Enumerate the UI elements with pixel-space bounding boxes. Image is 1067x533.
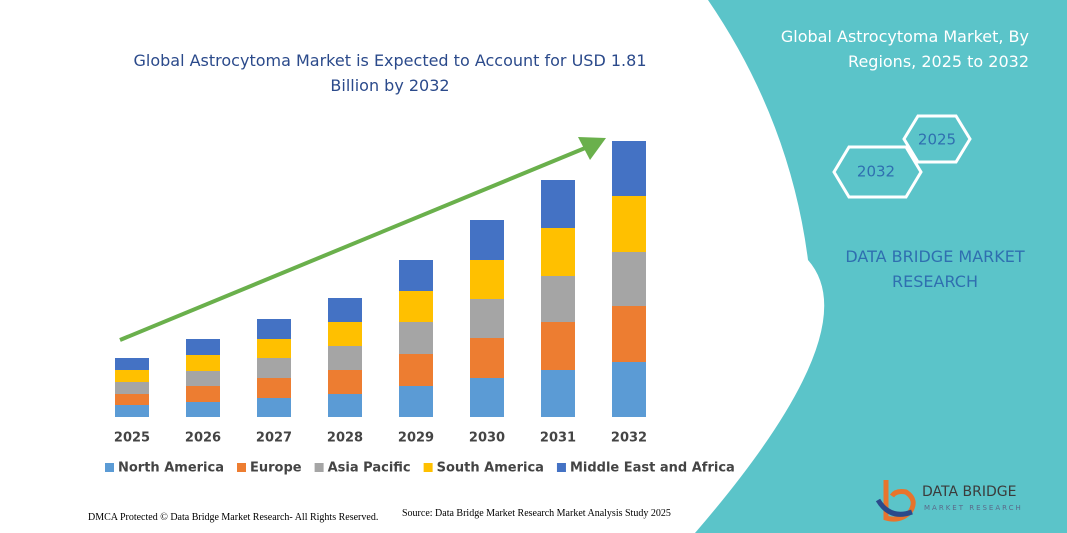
bar-segment [115, 382, 149, 394]
bar-segment [115, 405, 149, 417]
brand: DATA BRIDGE MARKET RESEARCH [845, 247, 1025, 291]
x-tick-label: 2026 [185, 431, 221, 446]
bar-segment [257, 358, 291, 378]
hex-label: 2032 [857, 163, 895, 181]
legend-swatch [105, 463, 114, 472]
bar-segment [470, 378, 504, 417]
dmca: DMCA Protected © Data Bridge Market Rese… [88, 512, 379, 523]
bar-segment [612, 362, 646, 417]
x-tick-label: 2025 [114, 431, 150, 446]
legend-swatch [556, 463, 566, 472]
bar-segment [257, 378, 291, 398]
bar-segment [470, 260, 504, 299]
bar-segment [399, 386, 433, 417]
bar-segment [399, 260, 433, 291]
bar-segment [541, 180, 575, 228]
x-tick-label: 2031 [540, 431, 576, 446]
bar-segment [186, 339, 220, 355]
bar-segment [612, 141, 646, 196]
legend-label: North America [118, 461, 224, 476]
bar-segment [115, 358, 149, 370]
logo-icon [875, 480, 916, 522]
trend-arrow [119, 144, 591, 342]
source: Source: Data Bridge Market Research Mark… [402, 508, 671, 519]
bar-segment [328, 322, 362, 346]
arrow-head [578, 137, 606, 160]
bar-segment [328, 394, 362, 417]
bar-segment [328, 346, 362, 370]
x-tick-label: 2027 [256, 431, 292, 446]
bar-segment [541, 276, 575, 322]
hexagon [902, 114, 972, 164]
bar-segment [186, 355, 220, 371]
bar-segment [115, 394, 149, 405]
hex-label: 2025 [918, 131, 956, 149]
bar-segment [257, 319, 291, 339]
bar-segment [257, 339, 291, 358]
legend-swatch [314, 463, 324, 472]
legend-swatch [423, 463, 433, 472]
bar-segment [470, 299, 504, 338]
logo-shape [875, 498, 913, 517]
logo-shape [883, 480, 916, 522]
legend-label: South America [437, 461, 544, 476]
bar-segment [186, 386, 220, 402]
legend-label: Europe [250, 461, 302, 476]
bar-segment [470, 338, 504, 378]
chart-title: Global Astrocytoma Market is Expected to… [133, 51, 647, 95]
hexagon [832, 145, 923, 199]
bar-segment [470, 220, 504, 260]
side-panel [695, 0, 1067, 533]
bar-segment [399, 354, 433, 386]
bar-segment [328, 298, 362, 322]
bar-segment [399, 322, 433, 354]
legend-swatch [237, 463, 246, 472]
bar-segment [541, 228, 575, 276]
bar-segment [612, 252, 646, 306]
logo-name: DATA BRIDGE [922, 484, 1017, 500]
bar-segment [115, 370, 149, 382]
bar-segment [612, 196, 646, 252]
bar-segment [541, 322, 575, 370]
bar-segment [541, 370, 575, 417]
panel-title: Global Astrocytoma Market, By Regions, 2… [780, 27, 1029, 71]
bar-segment [186, 402, 220, 417]
x-tick-label: 2030 [469, 431, 505, 446]
bar-segment [186, 371, 220, 386]
legend-label: Asia Pacific [328, 461, 411, 476]
x-tick-label: 2032 [611, 431, 647, 446]
bar-segment [257, 398, 291, 417]
logo-tagline: MARKET RESEARCH [924, 504, 1023, 512]
bar-segment [612, 306, 646, 362]
bar-segment [399, 291, 433, 322]
x-tick-label: 2028 [327, 431, 363, 446]
legend-label: Middle East and Africa [570, 461, 735, 476]
bar-segment [328, 370, 362, 394]
x-tick-label: 2029 [398, 431, 434, 446]
